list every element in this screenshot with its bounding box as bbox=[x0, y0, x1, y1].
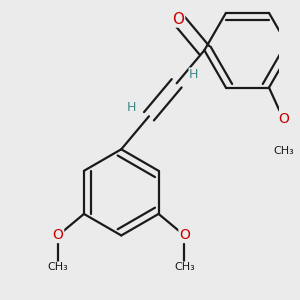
Text: H: H bbox=[189, 68, 199, 81]
Text: CH₃: CH₃ bbox=[48, 262, 68, 272]
Text: O: O bbox=[179, 229, 190, 242]
Text: O: O bbox=[278, 112, 289, 126]
Text: O: O bbox=[172, 12, 184, 27]
Text: CH₃: CH₃ bbox=[174, 262, 195, 272]
Text: CH₃: CH₃ bbox=[273, 146, 294, 156]
Text: H: H bbox=[127, 101, 136, 114]
Text: O: O bbox=[53, 229, 64, 242]
